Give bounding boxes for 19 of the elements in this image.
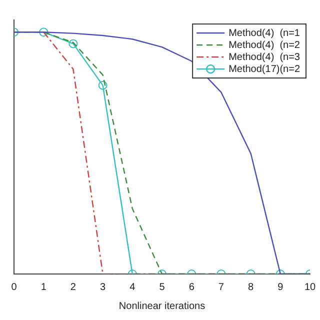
x-tick-label: 4 — [130, 282, 136, 293]
point — [39, 28, 48, 37]
x-tick-label: 0 — [11, 282, 18, 293]
legend-label: Method(17)(n=2 — [228, 64, 300, 75]
x-axis-title: Nonlinear iterations — [118, 300, 206, 312]
x-tick-label: 8 — [248, 282, 254, 293]
point — [68, 39, 78, 48]
legend-label: Method(4) (n=3 — [228, 52, 300, 63]
x-tick-label: 10 — [304, 282, 316, 293]
x-tick-label: 6 — [188, 282, 195, 293]
point — [98, 80, 108, 90]
x-tick-label: 1 — [40, 282, 47, 293]
x-tick-label: 7 — [218, 282, 224, 293]
x-tick-label: 3 — [100, 282, 106, 293]
legend-label: Method(4) (n=2 — [228, 40, 300, 51]
legend-label: Method(4) (n=1 — [228, 28, 300, 39]
x-tick-label: 9 — [278, 282, 284, 293]
x-tick-label: 5 — [159, 282, 166, 293]
x-tick-label: 2 — [70, 282, 76, 293]
